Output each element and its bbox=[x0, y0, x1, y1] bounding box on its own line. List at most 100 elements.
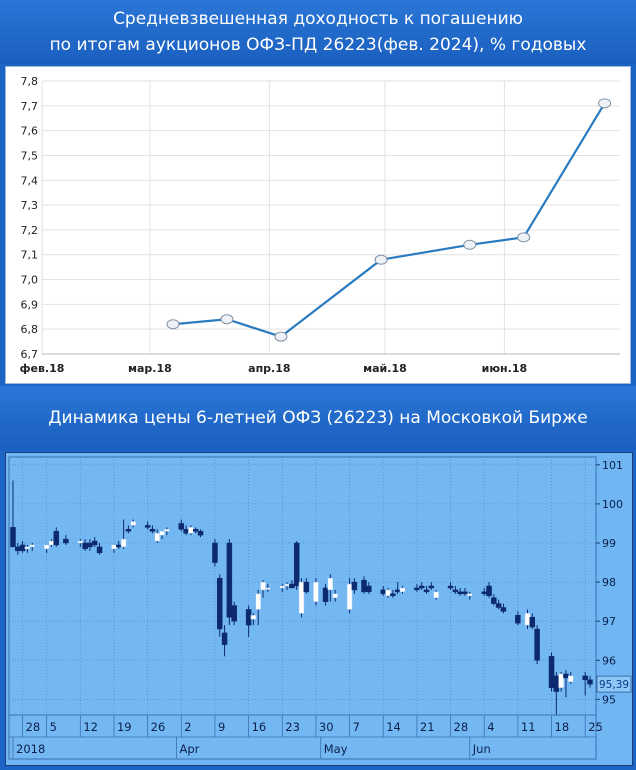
candle-body bbox=[418, 585, 425, 589]
candle-body bbox=[394, 589, 401, 593]
candle-body bbox=[260, 581, 266, 591]
date-tick-label: 21 bbox=[420, 720, 435, 734]
last-price-box bbox=[596, 675, 632, 693]
x-tick-label: фев.18 bbox=[20, 362, 65, 375]
date-tick-label: 28 bbox=[26, 720, 41, 734]
candle-body bbox=[212, 542, 218, 563]
candle-body bbox=[313, 581, 319, 602]
candle-body bbox=[96, 546, 103, 554]
y-tick-label: 95 bbox=[602, 693, 616, 706]
candle-body bbox=[159, 531, 165, 536]
date-tick-label: 2 bbox=[184, 720, 191, 734]
candle-body bbox=[53, 531, 60, 546]
candle-body bbox=[322, 587, 329, 602]
period-label: Jun bbox=[472, 742, 491, 756]
candle-body bbox=[587, 679, 593, 685]
candle-body bbox=[423, 589, 430, 593]
candle-body bbox=[221, 632, 228, 645]
candle-body bbox=[29, 544, 35, 548]
candle-body bbox=[582, 675, 588, 681]
price-chart-panel: 95 96 97 98 99 100 101 95,39 28 5 12 19 26 2 9 16 23 30 7 1… bbox=[5, 452, 633, 766]
candle-body bbox=[250, 615, 257, 620]
candle-body bbox=[255, 593, 261, 610]
header-yield: Средневзвешенная доходность к погашению … bbox=[0, 0, 636, 64]
candle-body bbox=[390, 593, 396, 597]
candle-body bbox=[120, 538, 127, 548]
y-tick-label: 99 bbox=[602, 537, 616, 550]
candle-body bbox=[144, 525, 151, 528]
yield-series-line bbox=[172, 102, 606, 338]
candle-body bbox=[558, 673, 564, 688]
candle-body bbox=[154, 532, 160, 542]
y-tick-label: 97 bbox=[602, 615, 616, 628]
y-tick-label: 7,5 bbox=[21, 149, 39, 162]
candle-body bbox=[111, 544, 117, 550]
candle-body bbox=[10, 527, 16, 548]
candle-body bbox=[332, 593, 338, 598]
candle-body bbox=[178, 523, 185, 530]
candle-body bbox=[183, 529, 189, 534]
header-yield-line1: Средневзвешенная доходность к погашению bbox=[113, 9, 523, 29]
candle-body bbox=[447, 585, 454, 589]
candle-body bbox=[428, 585, 435, 589]
candle-body bbox=[63, 538, 69, 544]
y-tick-label: 100 bbox=[602, 498, 623, 511]
x-tick-label: мар.18 bbox=[128, 362, 172, 375]
candle-body bbox=[491, 597, 497, 604]
candle-body bbox=[486, 585, 492, 597]
x-tick-label: июн.18 bbox=[482, 362, 528, 375]
candle-body bbox=[568, 675, 574, 683]
candle-body bbox=[125, 529, 132, 532]
date-tick-label: 28 bbox=[454, 720, 469, 734]
candle-body bbox=[385, 589, 391, 597]
date-tick-label: 5 bbox=[50, 720, 57, 734]
candle-body bbox=[82, 542, 88, 550]
header-yield-line2: по итогам аукционов ОФЗ-ПД 26223(фев. 20… bbox=[49, 35, 587, 55]
candle-body bbox=[231, 605, 237, 622]
candle-body bbox=[515, 615, 521, 624]
price-chart: 95 96 97 98 99 100 101 95,39 28 5 12 19 26 2 9 16 23 30 7 1… bbox=[8, 456, 632, 760]
y-tick-label: 98 bbox=[602, 576, 616, 589]
candle-body bbox=[24, 546, 31, 550]
candle-body bbox=[284, 583, 290, 587]
candle-body bbox=[43, 544, 50, 550]
date-tick-label: 23 bbox=[285, 720, 300, 734]
candle-body bbox=[149, 529, 156, 532]
candle-body bbox=[524, 613, 531, 626]
yield-chart-panel: 6,7 6,8 6,9 7,0 7,1 7,2 7,3 7,4 7,5 7,6 7,7 7,8 фев.… bbox=[5, 66, 631, 384]
date-tick-label: 18 bbox=[555, 720, 570, 734]
candle-body bbox=[433, 591, 439, 598]
period-label: Apr bbox=[179, 742, 199, 756]
y-tick-label: 7,3 bbox=[21, 199, 39, 212]
candle-body bbox=[452, 589, 459, 593]
date-tick-label: 12 bbox=[83, 720, 98, 734]
yield-point bbox=[463, 239, 477, 250]
candle-body bbox=[467, 593, 473, 597]
candle-body bbox=[553, 675, 560, 692]
yield-point bbox=[517, 232, 531, 243]
candle-body bbox=[529, 617, 536, 628]
header-price: Динамика цены 6-летней ОФЗ (26223) на Мо… bbox=[0, 386, 636, 450]
candle-body bbox=[351, 581, 358, 591]
y-tick-label: 6,8 bbox=[21, 323, 39, 336]
x-tick-label: апр.18 bbox=[248, 362, 290, 375]
y-tick-label: 7,0 bbox=[21, 274, 39, 287]
period-label: May bbox=[324, 742, 348, 756]
yield-point bbox=[220, 314, 234, 325]
candle-body bbox=[495, 603, 502, 608]
y-tick-label: 7,8 bbox=[21, 75, 39, 88]
date-tick-label: 26 bbox=[151, 720, 166, 734]
candle-body bbox=[48, 540, 55, 546]
x-tick-label: май.18 bbox=[363, 362, 407, 375]
candle-body bbox=[91, 540, 98, 546]
candle-body bbox=[226, 542, 233, 618]
candle-body bbox=[188, 527, 194, 534]
y-tick-label: 96 bbox=[602, 654, 616, 667]
candle-body bbox=[361, 579, 367, 593]
candle-body bbox=[303, 581, 310, 593]
y-tick-label: 7,4 bbox=[21, 174, 39, 187]
candle-body bbox=[116, 544, 122, 548]
yield-point bbox=[598, 98, 612, 109]
candle-body bbox=[293, 542, 300, 587]
candle-body bbox=[534, 628, 540, 661]
